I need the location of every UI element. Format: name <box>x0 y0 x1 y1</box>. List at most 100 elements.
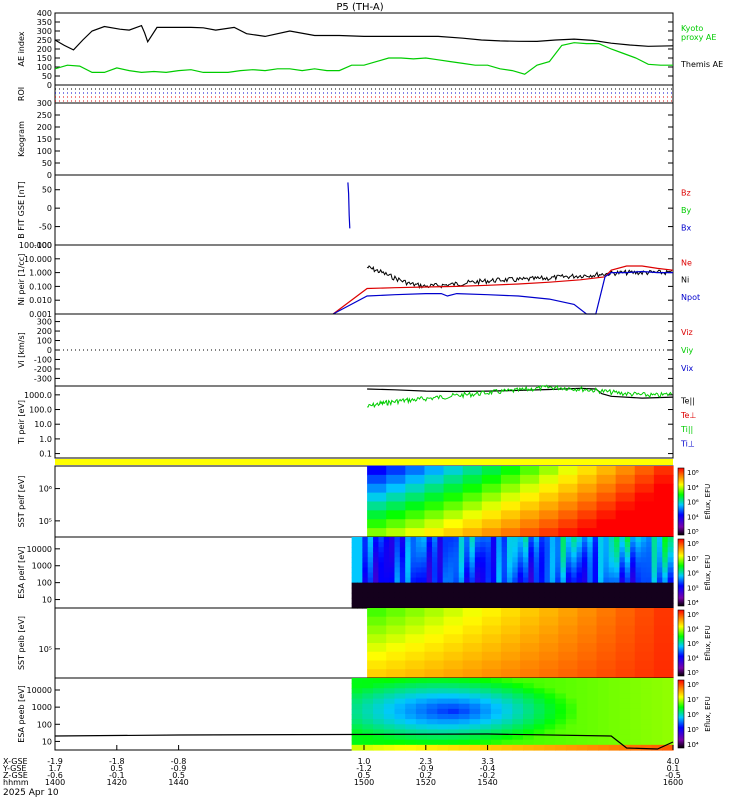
esa_burst-cell <box>394 708 406 715</box>
esa_full-cell <box>464 537 471 543</box>
esa_burst-cell <box>512 708 524 715</box>
sst_full-ytick-label: 10⁶ <box>39 485 52 494</box>
sst_burst-colorbar-tick: 10⁴ <box>687 655 699 663</box>
esa_full-cell <box>656 587 663 594</box>
esa_burst-cell <box>448 688 460 695</box>
x-axis-tick-label: -0.9 <box>418 764 434 773</box>
esa_full-cell <box>448 567 455 574</box>
esa_burst-cell <box>448 678 460 684</box>
esa_burst-cell <box>576 729 588 736</box>
esa_full-cell <box>630 582 637 589</box>
esa_full-cell <box>448 537 455 543</box>
sst_full-cell <box>520 519 540 529</box>
esa_full-cell <box>581 577 588 584</box>
esa_full-cell <box>383 587 390 594</box>
esa_burst-cell <box>555 714 567 720</box>
esa_burst-cell <box>640 719 653 725</box>
sst_full-cell <box>462 483 483 494</box>
esa_burst-cell <box>619 734 631 741</box>
esa_burst-cell <box>555 688 567 695</box>
esa_full-cell <box>485 602 492 609</box>
sst_burst-colorbar-tick: 10⁶ <box>687 611 699 619</box>
esa_full-cell <box>437 602 444 609</box>
esa_full-cell <box>565 597 572 604</box>
sst_full-cell <box>558 466 579 476</box>
esa_full-cell <box>614 542 621 548</box>
esa_full-cell <box>415 557 422 563</box>
esa_full-cell <box>581 552 588 558</box>
sst_burst-cell <box>520 616 540 627</box>
esa_full-cell <box>635 592 642 599</box>
sst_burst-cell <box>615 643 636 653</box>
sst_full-ytick-label: 10⁵ <box>39 517 52 526</box>
sst_full-cell <box>367 510 387 520</box>
ni-ytick-label: 100.000 <box>19 241 52 250</box>
esa_full-cell <box>549 572 556 579</box>
esa_full-cell <box>603 552 610 558</box>
esa_full-cell <box>576 587 583 594</box>
esa_full-cell <box>646 597 653 604</box>
esa_burst-cell <box>662 683 674 689</box>
esa_full-cell <box>640 597 647 604</box>
sst_burst-cell <box>653 625 674 635</box>
esa_burst-cell <box>576 724 588 731</box>
sst_burst-cell <box>596 669 617 679</box>
esa_full-cell <box>431 577 438 584</box>
esa_full-cell <box>587 572 594 579</box>
ni-ytick-label: 0.010 <box>29 296 52 305</box>
sst_burst-cell <box>615 608 636 618</box>
sst_full-cell <box>405 510 426 520</box>
esa_burst-cell <box>383 719 396 725</box>
sst_full-cell <box>539 483 559 494</box>
esa_full-cell <box>656 577 663 584</box>
vi-ytick-label: -100 <box>34 355 52 364</box>
esa_burst-cell <box>362 744 374 751</box>
sst_burst-cell <box>367 625 387 635</box>
esa_full-cell <box>544 582 551 589</box>
esa_full-cell <box>635 577 642 584</box>
sst_burst-cell <box>615 634 636 644</box>
esa_full-cell <box>389 572 396 579</box>
esa_full-cell <box>592 587 599 594</box>
esa_full-cell <box>581 542 588 548</box>
sst_full-cell <box>539 474 559 485</box>
esa_full-cell <box>506 592 513 599</box>
sst_full-cell <box>596 483 617 494</box>
esa_full-cell <box>656 542 663 548</box>
esa_burst-cell <box>351 693 363 700</box>
ni-ylabel: Ni peir [1/cc] <box>17 254 26 306</box>
esa_full-cell <box>405 552 412 558</box>
esa_burst-cell <box>394 729 406 736</box>
esa_burst-cell <box>480 744 492 751</box>
esa_full-cell <box>356 542 363 548</box>
esa_full-cell <box>469 567 476 574</box>
esa_full-cell <box>624 572 631 579</box>
esa_full-cell <box>394 557 401 563</box>
esa_full-cell <box>389 552 396 558</box>
esa_burst-cell <box>533 688 546 695</box>
esa_full-cell <box>619 582 626 589</box>
esa_full-cell <box>555 537 562 543</box>
esa_full-cell <box>592 567 599 574</box>
esa_full-cell <box>560 587 567 594</box>
esa_full-cell <box>571 542 578 548</box>
esa_full-cell <box>415 602 422 609</box>
x-axis-tick-label: -0.6 <box>47 771 63 780</box>
sst_burst-cell <box>405 660 426 670</box>
bfit-legend-bz: Bz <box>681 189 691 198</box>
esa_full-cell <box>383 567 390 574</box>
esa_full-cell <box>576 542 583 548</box>
esa_full-cell <box>437 552 444 558</box>
esa_full-cell <box>619 537 626 543</box>
esa_full-cell <box>501 552 508 558</box>
esa_burst-cell <box>598 678 610 684</box>
sst_full-cell <box>462 528 483 538</box>
esa_full-cell <box>431 602 438 609</box>
esa_full-ytick-label: 10 <box>42 596 52 605</box>
esa_full-cell <box>490 542 497 548</box>
esa_full-cell <box>662 587 669 594</box>
esa_full-cell <box>523 537 529 543</box>
sst_full-cell <box>653 492 674 503</box>
sst_full-cell <box>577 483 598 494</box>
x-axis-labels: 2025 Apr 10 X-GSEY-GSEZ-GSEhhmm-1.91.7-0… <box>2 745 683 798</box>
